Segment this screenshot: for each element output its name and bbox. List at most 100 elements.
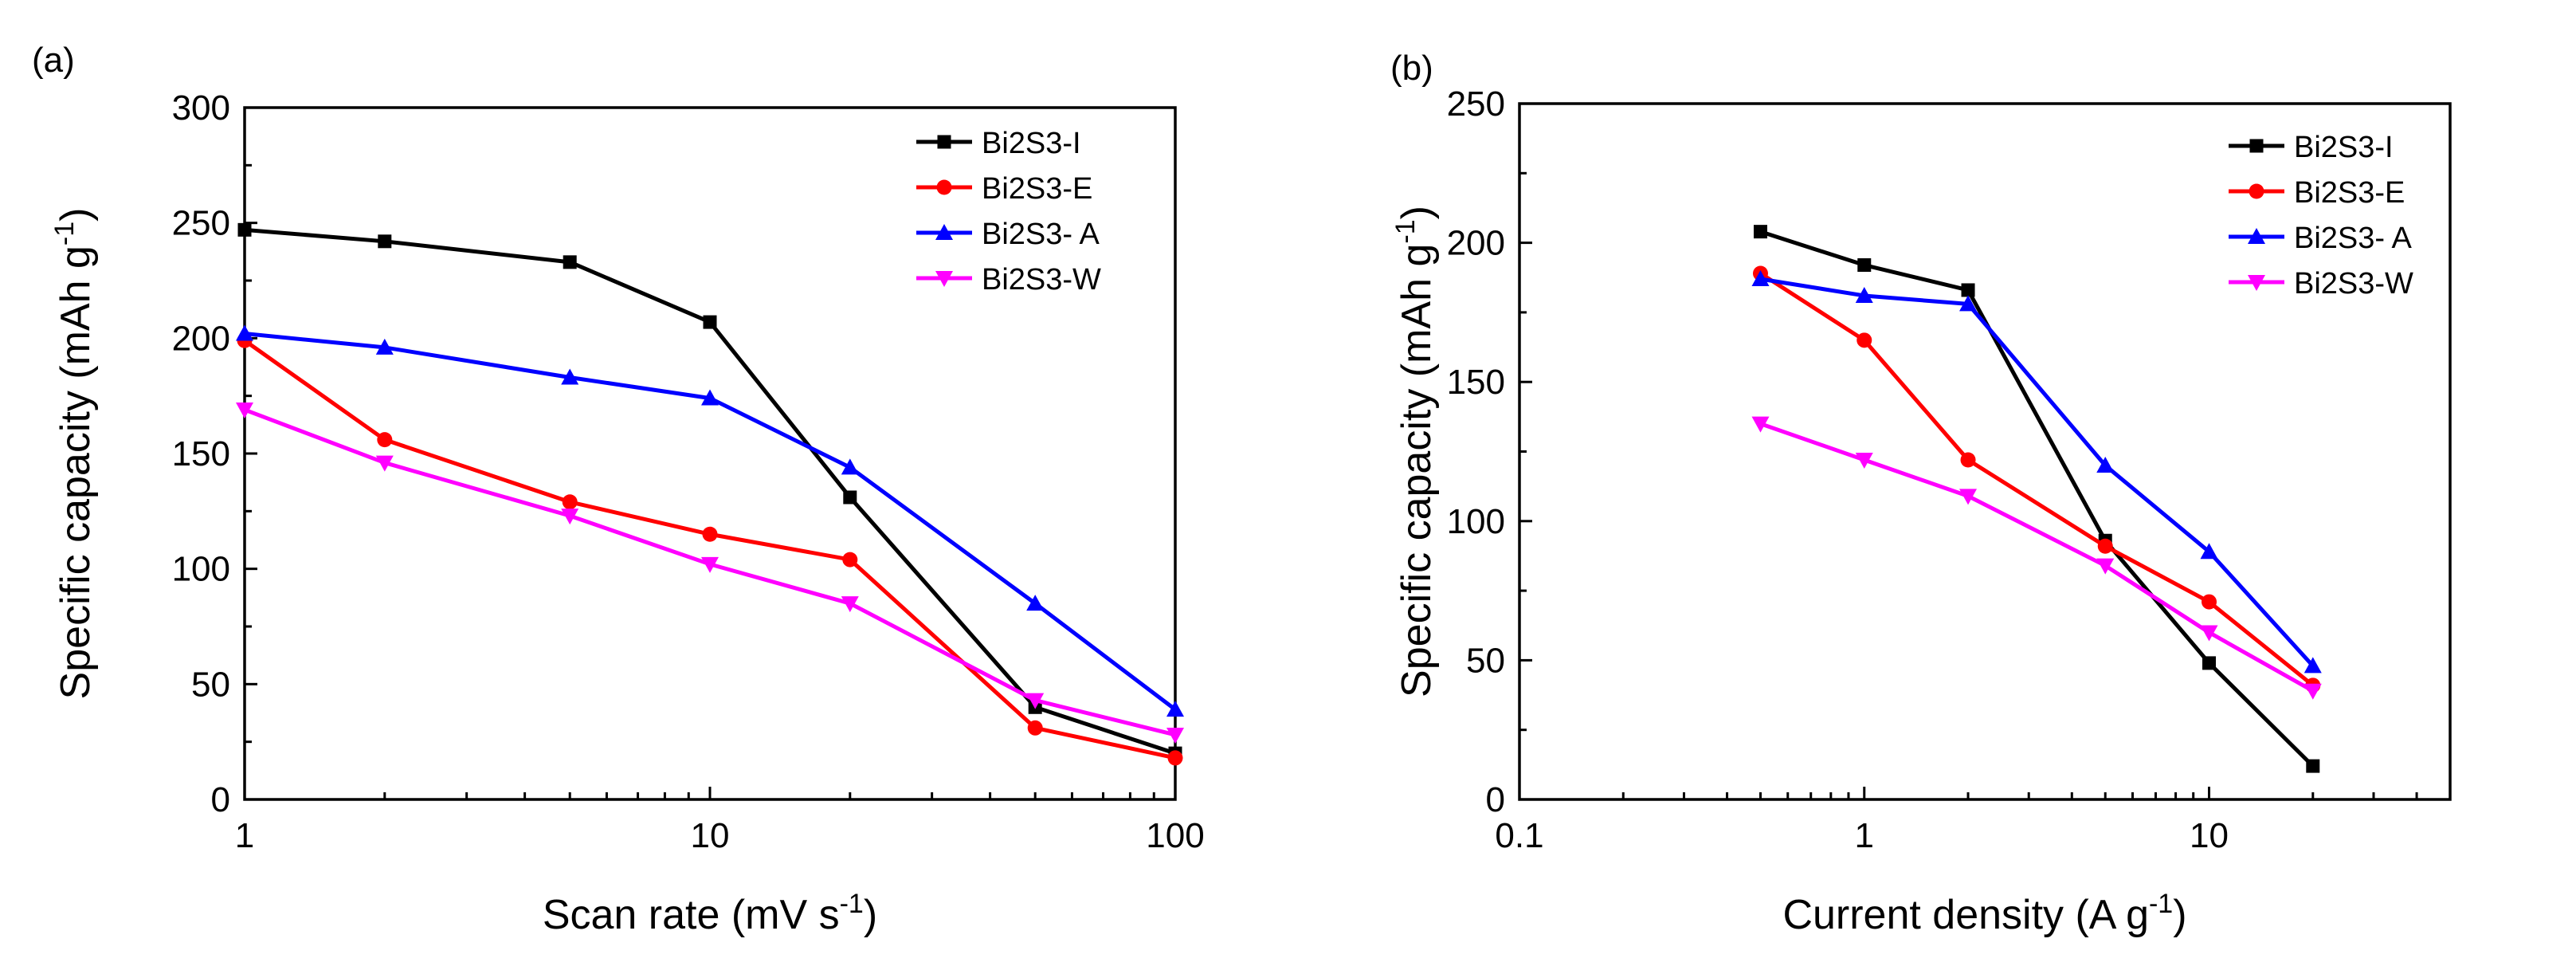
- legend-marker: [936, 179, 952, 195]
- data-point: [841, 458, 859, 475]
- data-point: [2202, 594, 2217, 610]
- series-bi2s3-w: [236, 403, 1184, 744]
- y-tick-label: 250: [172, 204, 230, 243]
- data-point: [842, 552, 858, 568]
- data-point: [1026, 595, 1045, 611]
- series-bi2s3-e: [1752, 265, 2321, 693]
- data-point: [237, 222, 252, 237]
- legend-marker: [2248, 228, 2265, 244]
- y-tick-label: 50: [191, 665, 230, 704]
- data-point: [1753, 225, 1767, 239]
- data-point: [378, 234, 392, 249]
- y-tick-label: 0: [211, 780, 230, 819]
- data-point: [561, 368, 579, 385]
- data-point: [843, 490, 857, 505]
- legend-label: Bi2S3-W: [2294, 267, 2413, 300]
- data-point: [236, 324, 253, 341]
- data-point: [236, 403, 253, 419]
- data-point: [1027, 720, 1043, 736]
- x-axis-label: Scan rate (mV s-1): [543, 889, 877, 938]
- data-point: [702, 526, 718, 542]
- data-point: [2096, 456, 2115, 473]
- y-tick-label: 300: [172, 88, 230, 128]
- legend-label: Bi2S3-W: [982, 263, 1101, 297]
- data-point: [1855, 452, 1873, 469]
- legend: Bi2S3-I Bi2S3-E Bi2S3- A Bi2S3-W: [916, 127, 1101, 297]
- y-tick-label: 150: [172, 434, 230, 473]
- x-tick-label: 10: [2190, 816, 2229, 855]
- data-point: [841, 596, 859, 613]
- data-point: [375, 338, 394, 355]
- series-line: [244, 227, 1176, 756]
- data-point: [1960, 452, 1976, 468]
- data-point: [563, 255, 577, 269]
- data-point: [561, 509, 579, 525]
- legend-label: Bi2S3- A: [982, 218, 1100, 251]
- data-point: [2304, 683, 2322, 700]
- panel-label: (b): [1390, 49, 1433, 88]
- data-point: [1857, 258, 1872, 273]
- legend-marker: [935, 224, 953, 240]
- data-point: [701, 389, 719, 406]
- chart-panel-a: (a) 1 10 100 0 50 100 150 200 250 300 Scan rate (mV…: [32, 41, 1205, 938]
- data-point: [1857, 332, 1872, 348]
- data-point: [375, 455, 394, 472]
- legend-marker: [2249, 139, 2264, 153]
- data-point: [703, 315, 717, 329]
- data-point: [2097, 538, 2113, 554]
- legend-label: Bi2S3-I: [982, 127, 1081, 160]
- legend-marker: [937, 135, 951, 149]
- legend-label: Bi2S3-E: [982, 172, 1092, 206]
- data-point: [2306, 759, 2320, 773]
- data-point: [1855, 286, 1873, 303]
- data-point: [2200, 543, 2218, 560]
- data-point: [377, 432, 393, 448]
- x-axis-label: Current density (A g-1): [1782, 889, 2186, 938]
- legend-marker: [2248, 275, 2265, 291]
- y-tick-label: 250: [1447, 84, 1505, 124]
- data-point: [562, 494, 578, 510]
- x-tick-label: 1: [235, 816, 254, 855]
- series-line: [1759, 230, 2315, 768]
- legend-label: Bi2S3- A: [2294, 222, 2413, 255]
- legend: Bi2S3-I Bi2S3-E Bi2S3- A Bi2S3-W: [2229, 131, 2413, 300]
- legend-marker: [935, 271, 953, 287]
- y-axis-label: Specific capacity (mAh g-1): [1390, 206, 1440, 697]
- data-point: [1751, 269, 1770, 286]
- y-tick-label: 200: [1447, 224, 1505, 263]
- series-bi2s3-w: [1751, 416, 2322, 700]
- y-tick-label: 150: [1447, 363, 1505, 402]
- legend-label: Bi2S3-I: [2294, 131, 2394, 164]
- panel-label: (a): [32, 41, 75, 80]
- legend-marker: [2249, 183, 2264, 199]
- series-bi2s3-i: [1753, 225, 2320, 773]
- y-tick-label: 0: [1486, 780, 1505, 819]
- y-tick-label: 50: [1466, 641, 1505, 680]
- x-tick-label: 1: [1855, 816, 1874, 855]
- data-point: [1167, 750, 1183, 766]
- legend-label: Bi2S3-E: [2294, 176, 2405, 210]
- data-point: [1959, 295, 1978, 312]
- y-tick-label: 200: [172, 319, 230, 358]
- x-tick-label: 100: [1146, 816, 1204, 855]
- y-axis-label: Specific capacity (mAh g-1): [49, 208, 99, 700]
- series-line: [1760, 277, 2315, 668]
- data-point: [2200, 625, 2218, 642]
- x-tick-label: 10: [691, 816, 730, 855]
- data-point: [1166, 701, 1184, 717]
- series-line: [1759, 271, 2315, 687]
- data-point: [2096, 558, 2115, 575]
- data-point: [2202, 656, 2217, 670]
- data-point: [1026, 693, 1045, 709]
- data-point: [2304, 657, 2322, 674]
- series-bi2s3-i: [237, 222, 1182, 760]
- x-tick-label: 0.1: [1495, 816, 1543, 855]
- data-point: [1751, 416, 1770, 433]
- y-tick-label: 100: [1447, 502, 1505, 541]
- series-bi2s3-a: [1751, 269, 2322, 674]
- data-point: [1959, 489, 1978, 505]
- series-bi2s3-a: [236, 324, 1184, 717]
- series-line: [1759, 422, 2315, 693]
